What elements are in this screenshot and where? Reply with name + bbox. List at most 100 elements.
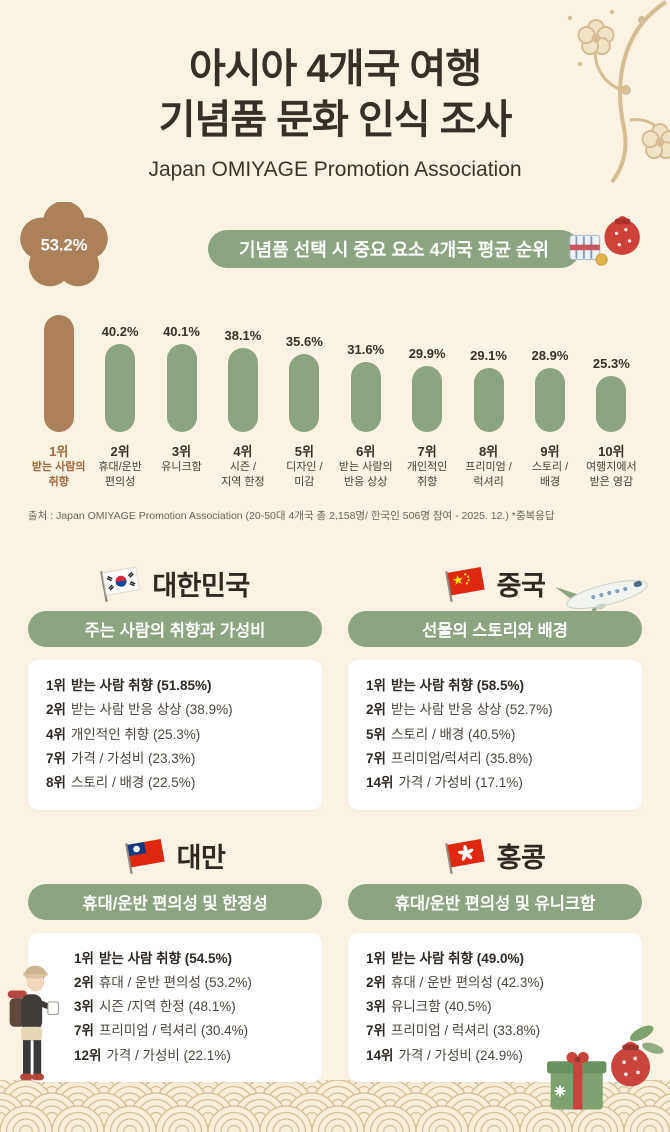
bar-category-label: 받는 사람의 xyxy=(31,461,86,474)
ranking-row: 2위 받는 사람 반응 상상 (38.9%) xyxy=(46,702,233,718)
rank-number: 4위 xyxy=(46,726,66,742)
bar-column-3위: 40.1% 3위 유니크함 xyxy=(151,304,212,490)
bar-value-label: 38.1% xyxy=(224,328,262,344)
bar-category-label: 취향 xyxy=(417,476,438,489)
country-ranking-card: 1위 받는 사람 취향 (58.5%) 2위 받는 사람 반응 상상 (52.7%) 5… xyxy=(348,660,642,810)
bar-category-label: 지역 한정 xyxy=(221,476,265,489)
ranking-row: 2위 받는 사람 반응 상상 (52.7%) xyxy=(366,702,553,718)
ranking-row: 7위 프리미엄/럭셔리 (35.8%) xyxy=(366,750,533,766)
country-header: 중국 xyxy=(348,563,642,603)
rank-number: 1위 xyxy=(74,950,94,966)
ranking-row: 8위 스토리 / 배경 (22.5%) xyxy=(46,775,196,791)
rank-number: 7위 xyxy=(366,750,386,766)
country-section-kr: 대한민국 주는 사람의 취향과 가성비 1위 받는 사람 취향 (51.85%) 2위 받… xyxy=(28,563,322,810)
gift-bundle-decoration xyxy=(569,216,640,267)
bar-rank-label: 4위 xyxy=(233,444,253,460)
ranking-row: 3위 시즌 /지역 한정 (48.1%) xyxy=(74,999,236,1015)
blossom-branch-decoration xyxy=(567,0,670,184)
country-ranking-card: 1위 받는 사람 취향 (49.0%) 2위 휴대 / 운반 편의성 (42.3%) 3… xyxy=(348,932,642,1083)
ranking-row: 12위 가격 / 가성비 (22.1%) xyxy=(74,1047,231,1063)
page-title-line2: 기념품 문화 인식 조사 xyxy=(158,98,513,143)
bar-column-7위: 29.9% 7위 개인적인 취향 xyxy=(396,304,457,490)
bar-category-label: 휴대/운반 xyxy=(98,461,142,474)
country-header: 홍콩 xyxy=(348,836,642,876)
bar xyxy=(166,344,197,433)
page-title-line1: 아시아 4개국 여행 xyxy=(188,47,482,91)
country-ranking-card: 1위 받는 사람 취향 (51.85%) 2위 받는 사람 반응 상상 (38.9%)… xyxy=(28,660,322,810)
chart-header: 53.2% 기념품 선택 시 중요 요소 4개국 평균 순위 xyxy=(20,201,642,300)
rank-number: 1위 xyxy=(366,950,386,966)
rank-number: 5위 xyxy=(366,726,386,742)
bar-category-label: 취향 xyxy=(48,476,69,489)
country-results-grid: 대한민국 주는 사람의 취향과 가성비 1위 받는 사람 취향 (51.85%) 2위 받… xyxy=(28,563,642,1083)
rank-number: 3위 xyxy=(366,999,386,1015)
bar-rank-label: 9위 xyxy=(540,444,560,460)
bar-value-label: 29.1% xyxy=(470,348,507,364)
bar-column-10위: 25.3% 10위 여행지에서 받은 영감 xyxy=(581,304,642,490)
rank-number: 12위 xyxy=(74,1047,102,1063)
bar-value-label: 28.9% xyxy=(531,348,569,364)
country-tagline: 선물의 스토리와 배경 xyxy=(348,611,642,648)
bar-category-label: 럭셔리 xyxy=(473,476,504,489)
rank-number: 3위 xyxy=(74,999,94,1015)
bar-category-label: 편의성 xyxy=(104,476,136,489)
flower-shape xyxy=(20,201,108,287)
ranking-row: 1위 받는 사람 취향 (54.5%) xyxy=(74,950,232,966)
bar xyxy=(412,366,443,433)
ranking-row: 1위 받는 사람 취향 (58.5%) xyxy=(366,678,524,694)
bar-value-label: 40.1% xyxy=(163,324,200,340)
rank-number: 2위 xyxy=(366,702,386,718)
ranking-row: 4위 개인적인 취향 (25.3%) xyxy=(46,726,201,742)
gift-boxes-decoration xyxy=(547,1025,664,1110)
bar-rank-label: 2위 xyxy=(110,444,130,460)
rank-number: 7위 xyxy=(46,750,66,766)
ranking-row: 1위 받는 사람 취향 (51.85%) xyxy=(46,678,212,694)
bar-category-label: 여행지에서 xyxy=(586,461,637,474)
ranking-row: 7위 프리미엄 / 럭셔리 (33.8%) xyxy=(366,1023,541,1039)
bar-category-label: 디자인 / xyxy=(286,461,323,474)
bar xyxy=(534,368,565,433)
country-name: 중국 xyxy=(496,570,546,601)
ranking-row: 7위 프리미엄 / 럭셔리 (30.4%) xyxy=(74,1023,249,1039)
bar-rank-label: 6위 xyxy=(356,444,376,460)
bar-column-5위: 35.6% 5위 디자인 / 미감 xyxy=(274,304,335,490)
ranking-row: 14위 가격 / 가성비 (24.9%) xyxy=(366,1047,523,1063)
country-header: 대한민국 xyxy=(28,563,322,603)
bar xyxy=(473,368,504,433)
bar xyxy=(350,362,381,433)
country-name: 대한민국 xyxy=(152,570,250,601)
country-header: 대만 xyxy=(28,836,322,876)
korea-flag-icon xyxy=(100,566,141,602)
country-tagline: 휴대/운반 편의성 및 유니크함 xyxy=(348,883,642,920)
bar xyxy=(105,344,136,433)
flag-wrapper xyxy=(442,564,489,602)
bar-category-label: 유니크함 xyxy=(161,461,202,474)
bar-category-label: 미감 xyxy=(294,476,315,489)
bar-column-8위: 29.1% 8위 프리미엄 / 럭셔리 xyxy=(458,304,519,490)
bar-category-label: 배경 xyxy=(539,476,561,489)
bar-rank-label: 5위 xyxy=(294,444,314,460)
importance-ranking-chart-section: 53.2% 기념품 선택 시 중요 요소 4개국 평균 순위 1위 받는 사람의 취… xyxy=(20,201,642,523)
flag-wrapper xyxy=(122,837,169,875)
country-tagline: 휴대/운반 편의성 및 한정성 xyxy=(28,883,322,920)
bar-category-label: 프리미엄 / xyxy=(465,461,512,474)
hongkong-flag-icon xyxy=(444,839,485,875)
bar-value-label: 35.6% xyxy=(285,334,323,350)
bar-rank-label: 7위 xyxy=(417,444,437,460)
ranking-row: 2위 휴대 / 운반 편의성 (53.2%) xyxy=(74,974,252,990)
bar-value-label: 40.2% xyxy=(101,324,139,340)
rank1-value-label: 53.2% xyxy=(40,236,88,255)
bar xyxy=(227,348,258,433)
bar-rank-label: 10위 xyxy=(598,444,625,460)
country-name: 홍콩 xyxy=(496,843,546,874)
bar xyxy=(289,354,320,433)
bar-category-label: 개인적인 xyxy=(406,461,448,474)
rank-number: 2위 xyxy=(46,702,66,718)
country-ranking-card: 1위 받는 사람 취향 (54.5%) 2위 휴대 / 운반 편의성 (53.2%) 3… xyxy=(28,932,322,1083)
bar-column-1위: 1위 받는 사람의 취향 xyxy=(28,304,89,490)
